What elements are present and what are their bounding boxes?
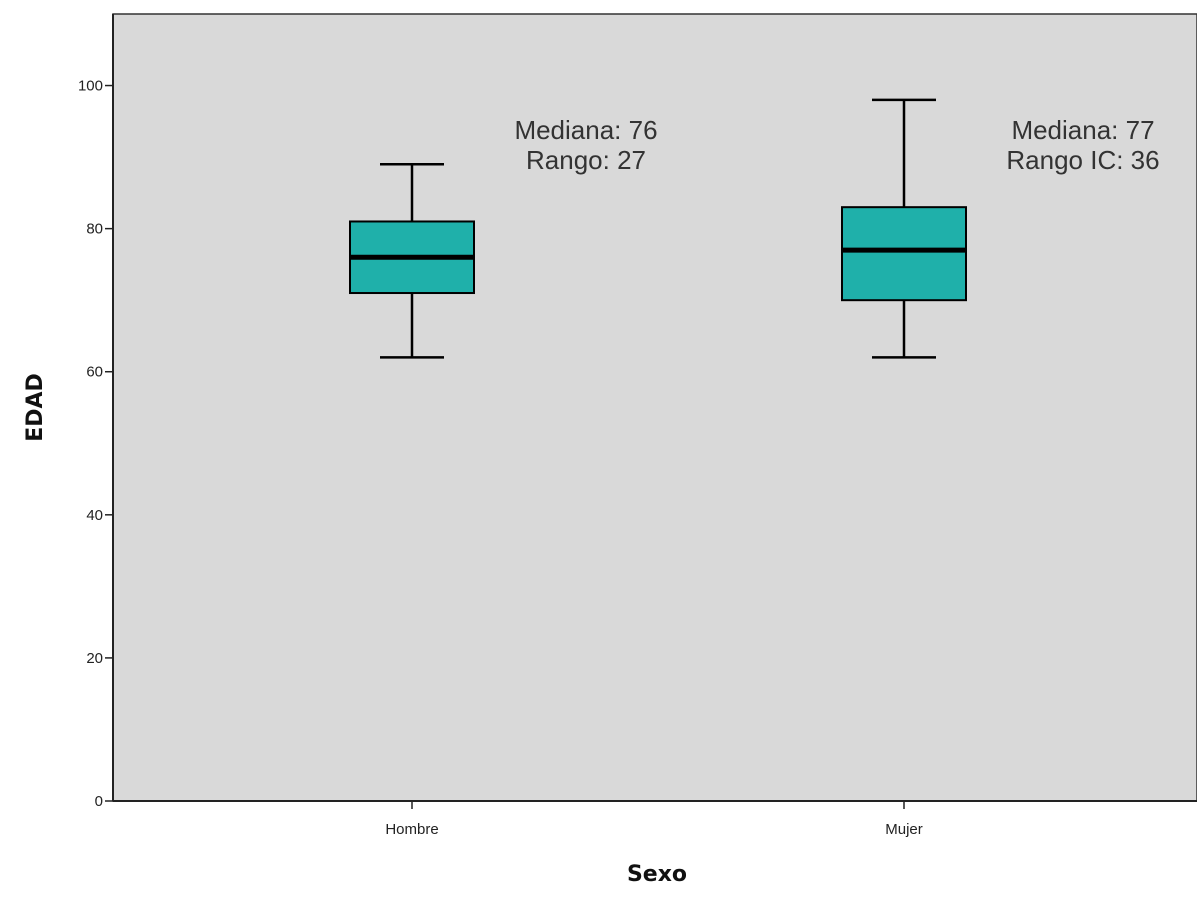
y-axis: 0 20 40 60 80 100 (78, 14, 114, 810)
box-mujer (841, 98, 967, 359)
y-tick-label-100: 100 (78, 78, 103, 95)
x-tick-label-hombre: Hombre (385, 821, 438, 838)
y-tick-label-40: 40 (86, 507, 103, 524)
y-axis-title: EDAD (23, 373, 48, 442)
y-tick-label-20: 20 (86, 650, 103, 667)
annotation-mujer-2: Rango IC: 36 (1006, 145, 1159, 175)
annotation-hombre-2: Rango: 27 (526, 145, 646, 175)
x-axis: Hombre Mujer (113, 800, 1197, 838)
box-hombre (349, 162, 475, 359)
plot-area (112, 13, 1197, 802)
x-tick-label-mujer: Mujer (885, 821, 923, 838)
y-tick-label-60: 60 (86, 364, 103, 381)
x-axis-title: Sexo (627, 862, 687, 887)
y-tick-label-80: 80 (86, 221, 103, 238)
boxes (349, 98, 967, 359)
annotation-mujer-1: Mediana: 77 (1011, 115, 1154, 145)
y-tick-label-0: 0 (95, 793, 103, 810)
iqr-box-mujer (841, 206, 967, 302)
annotation-hombre-1: Mediana: 76 (514, 115, 657, 145)
